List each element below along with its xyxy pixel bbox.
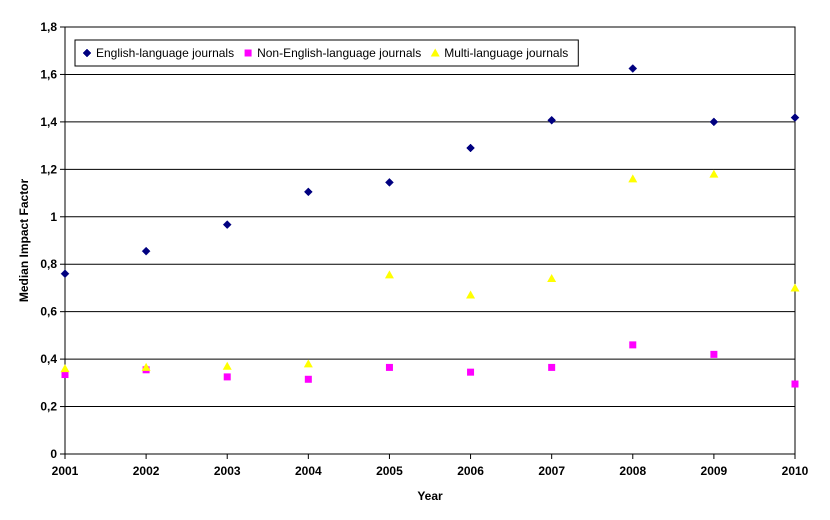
y-tick-label: 1,2: [40, 162, 57, 176]
data-point-square: [791, 380, 799, 388]
legend-item: Non-English-language journals: [244, 46, 421, 60]
data-point-triangle: [709, 169, 719, 178]
data-point-diamond: [547, 115, 557, 125]
x-tick-label: 2004: [295, 464, 322, 478]
x-axis-ticks: 2001 2002 2003 2004 2005 2006 2007 2008 2009 2010: [52, 454, 809, 478]
series-square: [61, 341, 799, 388]
data-point-square: [61, 371, 69, 379]
series-diamond: [60, 64, 800, 279]
data-point-triangle: [303, 359, 313, 368]
series-triangle: [60, 169, 800, 373]
legend-label: English-language journals: [96, 46, 234, 60]
data-point-diamond: [385, 178, 394, 187]
data-point-diamond: [303, 187, 313, 197]
legend-marker-square: [244, 49, 252, 57]
data-point-square: [710, 350, 718, 358]
legend-marker-triangle: [430, 48, 440, 57]
y-tick-label: 0: [50, 447, 57, 461]
data-point-square: [223, 373, 231, 381]
gridlines: [65, 26, 795, 408]
y-tick-label: 0,4: [40, 352, 57, 366]
data-point-triangle: [466, 290, 476, 299]
x-tick-label: 2010: [782, 464, 809, 478]
data-point-triangle: [384, 270, 394, 279]
x-tick-label: 2001: [52, 464, 79, 478]
y-tick-label: 1,4: [40, 115, 57, 129]
legend-marker-diamond: [82, 48, 92, 58]
x-tick-label: 2002: [133, 464, 160, 478]
data-point-triangle: [628, 174, 638, 183]
x-tick-label: 2009: [701, 464, 728, 478]
y-axis-ticks: 0 0,2 0,4 0,6 0,8 1 1,2 1,4 1,6 1,8: [40, 20, 65, 461]
data-point-square: [467, 368, 475, 376]
data-point-triangle: [790, 283, 800, 292]
data-point-triangle: [60, 364, 70, 373]
y-tick-label: 1,6: [40, 67, 57, 81]
data-point-square: [629, 341, 637, 349]
y-tick-label: 0,6: [40, 305, 57, 319]
y-tick-label: 0,8: [40, 257, 57, 271]
data-point-square: [548, 363, 556, 371]
y-tick-label: 1,8: [40, 20, 57, 34]
x-tick-label: 2008: [619, 464, 646, 478]
data-point-diamond: [141, 246, 151, 256]
data-point-diamond: [628, 64, 638, 73]
x-tick-label: 2005: [376, 464, 403, 478]
data-point-diamond: [222, 220, 232, 229]
x-tick-label: 2006: [457, 464, 484, 478]
x-axis-title: Year: [417, 489, 443, 503]
y-tick-label: 0,2: [40, 400, 57, 414]
legend-box: [74, 39, 579, 67]
x-tick-label: 2007: [538, 464, 565, 478]
data-points: [60, 64, 800, 388]
data-point-triangle: [222, 361, 232, 370]
y-tick-label: 1: [50, 210, 57, 224]
plot-area: [64, 26, 796, 455]
y-axis-title: Median Impact Factor: [17, 178, 31, 302]
data-point-diamond: [790, 113, 800, 122]
legend-label: Non-English-language journals: [257, 46, 421, 60]
x-tick-label: 2003: [214, 464, 241, 478]
legend: English-language journals Non-English-lan…: [74, 39, 579, 67]
data-point-diamond: [466, 143, 475, 153]
data-point-square: [385, 363, 393, 371]
data-point-diamond: [709, 117, 719, 127]
legend-label: Multi-language journals: [444, 46, 568, 60]
data-point-triangle: [141, 362, 151, 371]
data-point-square: [304, 375, 312, 383]
data-point-triangle: [547, 273, 557, 282]
legend-item: English-language journals: [82, 46, 234, 60]
data-point-diamond: [60, 269, 70, 279]
legend-item: Multi-language journals: [430, 46, 568, 60]
